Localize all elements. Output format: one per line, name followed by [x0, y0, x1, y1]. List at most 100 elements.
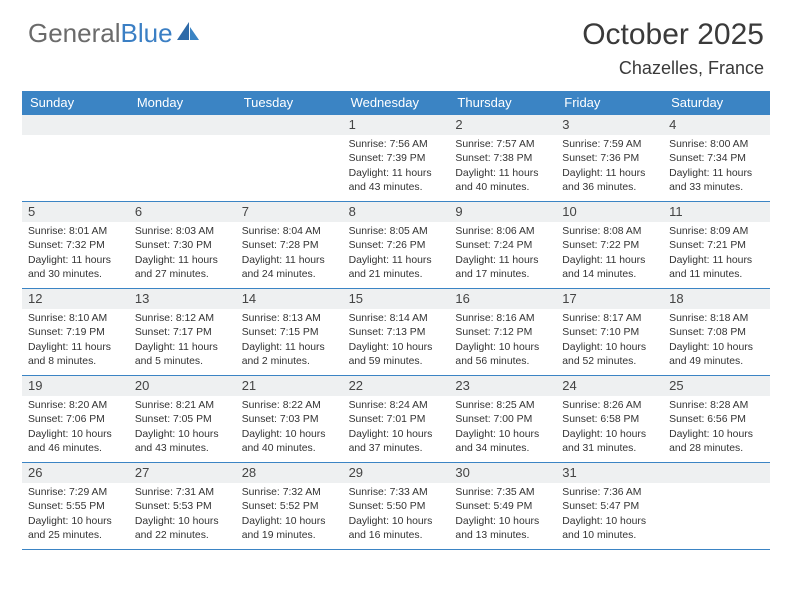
day-cell: 13Sunrise: 8:12 AMSunset: 7:17 PMDayligh… [129, 289, 236, 375]
sunset-text: Sunset: 7:36 PM [562, 152, 657, 166]
daylight-text: Daylight: 10 hours and 56 minutes. [455, 341, 550, 370]
daylight-text: Daylight: 11 hours and 14 minutes. [562, 254, 657, 283]
day-cell: 26Sunrise: 7:29 AMSunset: 5:55 PMDayligh… [22, 463, 129, 549]
daylight-text: Daylight: 11 hours and 27 minutes. [135, 254, 230, 283]
daylight-text: Daylight: 10 hours and 52 minutes. [562, 341, 657, 370]
sunrise-text: Sunrise: 8:24 AM [349, 399, 444, 413]
sunrise-text: Sunrise: 7:31 AM [135, 486, 230, 500]
sunrise-text: Sunrise: 7:33 AM [349, 486, 444, 500]
day-details: Sunrise: 8:16 AMSunset: 7:12 PMDaylight:… [449, 309, 556, 373]
day-cell [22, 115, 129, 201]
day-details: Sunrise: 8:06 AMSunset: 7:24 PMDaylight:… [449, 222, 556, 286]
sunrise-text: Sunrise: 8:18 AM [669, 312, 764, 326]
sunrise-text: Sunrise: 7:56 AM [349, 138, 444, 152]
day-number [22, 115, 129, 135]
sunset-text: Sunset: 7:01 PM [349, 413, 444, 427]
weeks-container: 1Sunrise: 7:56 AMSunset: 7:39 PMDaylight… [22, 115, 770, 550]
daylight-text: Daylight: 10 hours and 28 minutes. [669, 428, 764, 457]
day-number: 3 [556, 115, 663, 135]
daylight-text: Daylight: 11 hours and 21 minutes. [349, 254, 444, 283]
sunrise-text: Sunrise: 7:57 AM [455, 138, 550, 152]
sunrise-text: Sunrise: 8:03 AM [135, 225, 230, 239]
weekday-header: Sunday [22, 91, 129, 115]
day-cell: 25Sunrise: 8:28 AMSunset: 6:56 PMDayligh… [663, 376, 770, 462]
day-number: 12 [22, 289, 129, 309]
sunset-text: Sunset: 5:52 PM [242, 500, 337, 514]
day-cell: 10Sunrise: 8:08 AMSunset: 7:22 PMDayligh… [556, 202, 663, 288]
day-details: Sunrise: 8:17 AMSunset: 7:10 PMDaylight:… [556, 309, 663, 373]
daylight-text: Daylight: 11 hours and 43 minutes. [349, 167, 444, 196]
day-cell: 22Sunrise: 8:24 AMSunset: 7:01 PMDayligh… [343, 376, 450, 462]
daylight-text: Daylight: 11 hours and 24 minutes. [242, 254, 337, 283]
sunset-text: Sunset: 7:30 PM [135, 239, 230, 253]
week-row: 12Sunrise: 8:10 AMSunset: 7:19 PMDayligh… [22, 289, 770, 376]
day-cell: 4Sunrise: 8:00 AMSunset: 7:34 PMDaylight… [663, 115, 770, 201]
day-number: 20 [129, 376, 236, 396]
sunrise-text: Sunrise: 8:04 AM [242, 225, 337, 239]
daylight-text: Daylight: 10 hours and 43 minutes. [135, 428, 230, 457]
sunrise-text: Sunrise: 8:21 AM [135, 399, 230, 413]
sunrise-text: Sunrise: 8:16 AM [455, 312, 550, 326]
daylight-text: Daylight: 11 hours and 11 minutes. [669, 254, 764, 283]
sunset-text: Sunset: 7:32 PM [28, 239, 123, 253]
day-number [663, 463, 770, 483]
sunrise-text: Sunrise: 7:59 AM [562, 138, 657, 152]
day-number: 19 [22, 376, 129, 396]
day-details: Sunrise: 8:22 AMSunset: 7:03 PMDaylight:… [236, 396, 343, 460]
daylight-text: Daylight: 11 hours and 8 minutes. [28, 341, 123, 370]
sunrise-text: Sunrise: 8:10 AM [28, 312, 123, 326]
day-cell: 11Sunrise: 8:09 AMSunset: 7:21 PMDayligh… [663, 202, 770, 288]
day-cell: 15Sunrise: 8:14 AMSunset: 7:13 PMDayligh… [343, 289, 450, 375]
weekday-header: Thursday [449, 91, 556, 115]
day-cell: 23Sunrise: 8:25 AMSunset: 7:00 PMDayligh… [449, 376, 556, 462]
day-cell: 19Sunrise: 8:20 AMSunset: 7:06 PMDayligh… [22, 376, 129, 462]
day-details: Sunrise: 8:03 AMSunset: 7:30 PMDaylight:… [129, 222, 236, 286]
day-number: 7 [236, 202, 343, 222]
day-cell: 9Sunrise: 8:06 AMSunset: 7:24 PMDaylight… [449, 202, 556, 288]
week-row: 19Sunrise: 8:20 AMSunset: 7:06 PMDayligh… [22, 376, 770, 463]
week-row: 5Sunrise: 8:01 AMSunset: 7:32 PMDaylight… [22, 202, 770, 289]
day-details: Sunrise: 8:01 AMSunset: 7:32 PMDaylight:… [22, 222, 129, 286]
day-details: Sunrise: 8:10 AMSunset: 7:19 PMDaylight:… [22, 309, 129, 373]
day-details: Sunrise: 8:09 AMSunset: 7:21 PMDaylight:… [663, 222, 770, 286]
sunrise-text: Sunrise: 8:13 AM [242, 312, 337, 326]
day-details: Sunrise: 7:33 AMSunset: 5:50 PMDaylight:… [343, 483, 450, 547]
day-cell: 29Sunrise: 7:33 AMSunset: 5:50 PMDayligh… [343, 463, 450, 549]
day-number: 4 [663, 115, 770, 135]
sunrise-text: Sunrise: 7:29 AM [28, 486, 123, 500]
day-details: Sunrise: 8:20 AMSunset: 7:06 PMDaylight:… [22, 396, 129, 460]
weekday-header-row: SundayMondayTuesdayWednesdayThursdayFrid… [22, 91, 770, 115]
sunset-text: Sunset: 7:17 PM [135, 326, 230, 340]
day-number: 9 [449, 202, 556, 222]
day-details: Sunrise: 8:14 AMSunset: 7:13 PMDaylight:… [343, 309, 450, 373]
daylight-text: Daylight: 11 hours and 36 minutes. [562, 167, 657, 196]
daylight-text: Daylight: 11 hours and 40 minutes. [455, 167, 550, 196]
daylight-text: Daylight: 10 hours and 49 minutes. [669, 341, 764, 370]
week-row: 1Sunrise: 7:56 AMSunset: 7:39 PMDaylight… [22, 115, 770, 202]
day-cell: 30Sunrise: 7:35 AMSunset: 5:49 PMDayligh… [449, 463, 556, 549]
day-cell: 1Sunrise: 7:56 AMSunset: 7:39 PMDaylight… [343, 115, 450, 201]
daylight-text: Daylight: 10 hours and 19 minutes. [242, 515, 337, 544]
sunset-text: Sunset: 7:21 PM [669, 239, 764, 253]
sunset-text: Sunset: 7:28 PM [242, 239, 337, 253]
day-number: 23 [449, 376, 556, 396]
sail-icon [175, 18, 201, 49]
sunset-text: Sunset: 5:49 PM [455, 500, 550, 514]
day-number: 6 [129, 202, 236, 222]
daylight-text: Daylight: 10 hours and 13 minutes. [455, 515, 550, 544]
sunrise-text: Sunrise: 8:05 AM [349, 225, 444, 239]
day-details: Sunrise: 8:05 AMSunset: 7:26 PMDaylight:… [343, 222, 450, 286]
day-details: Sunrise: 7:32 AMSunset: 5:52 PMDaylight:… [236, 483, 343, 547]
sunset-text: Sunset: 7:03 PM [242, 413, 337, 427]
sunset-text: Sunset: 7:06 PM [28, 413, 123, 427]
day-number: 29 [343, 463, 450, 483]
weekday-header: Saturday [663, 91, 770, 115]
day-cell: 18Sunrise: 8:18 AMSunset: 7:08 PMDayligh… [663, 289, 770, 375]
day-details: Sunrise: 8:24 AMSunset: 7:01 PMDaylight:… [343, 396, 450, 460]
day-cell: 3 Sunrise: 7:59 AMSunset: 7:36 PMDaylight… [556, 115, 663, 201]
day-cell: 24Sunrise: 8:26 AMSunset: 6:58 PMDayligh… [556, 376, 663, 462]
sunrise-text: Sunrise: 8:26 AM [562, 399, 657, 413]
day-cell: 6Sunrise: 8:03 AMSunset: 7:30 PMDaylight… [129, 202, 236, 288]
day-number: 24 [556, 376, 663, 396]
day-number: 11 [663, 202, 770, 222]
